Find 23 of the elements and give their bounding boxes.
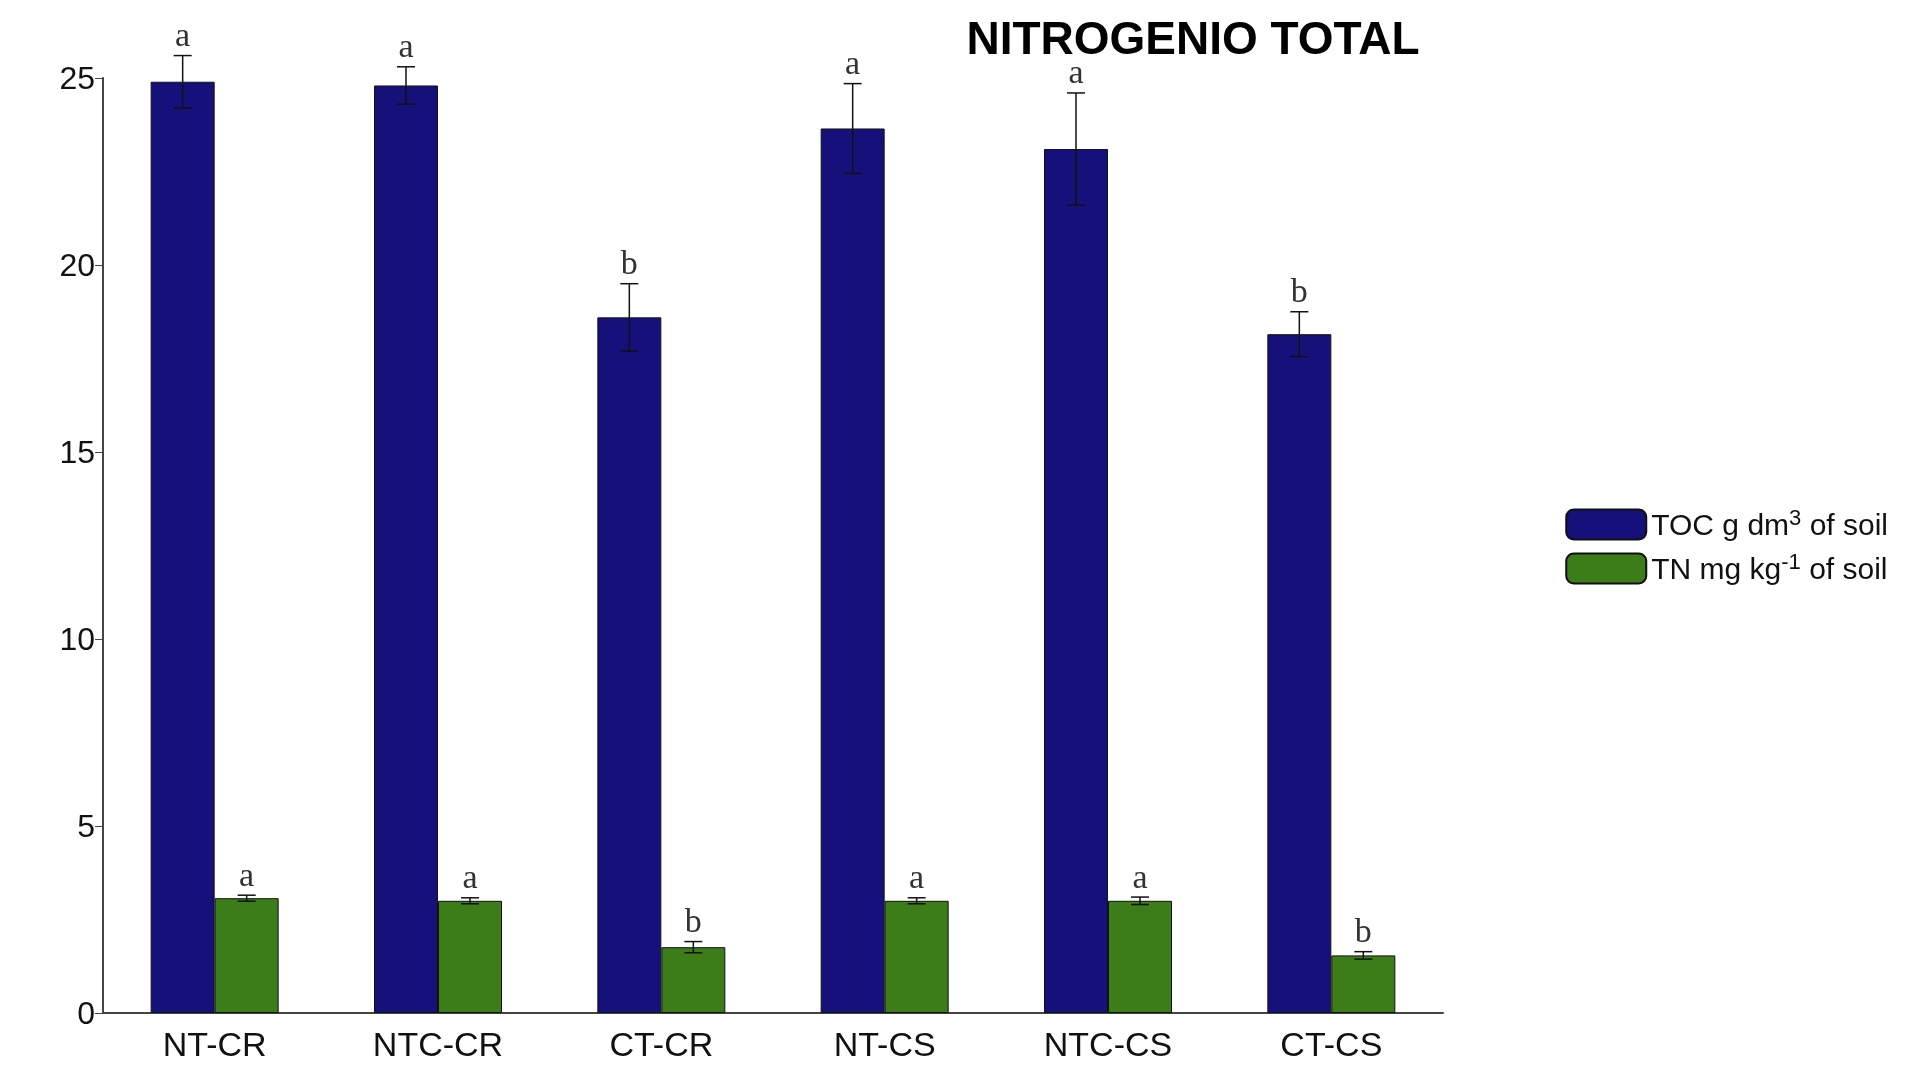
data-label: b [684, 902, 702, 940]
y-tick-label: 25 [59, 60, 95, 96]
x-tick-label: NT-CR [162, 1025, 267, 1063]
y-tick-label: 20 [59, 247, 95, 283]
data-label: b [620, 244, 638, 282]
data-label: a [462, 858, 478, 896]
y-tick-label: 5 [77, 808, 95, 844]
data-label: a [845, 44, 861, 82]
x-tick-label: CT-CR [609, 1025, 714, 1063]
y-tick-label: 0 [77, 995, 95, 1031]
x-tick-label: CT-CS [1280, 1025, 1383, 1063]
y-tick-label: 15 [59, 434, 95, 470]
data-label: b [1354, 912, 1372, 950]
data-label: a [909, 858, 925, 896]
y-tick-label: 10 [59, 621, 95, 657]
data-label: a [239, 855, 255, 893]
x-tick-label: NT-CS [833, 1025, 936, 1063]
data-label: a [1132, 857, 1148, 895]
x-tick-label: NTC-CR [372, 1025, 504, 1063]
data-label: a [398, 27, 414, 65]
x-tick-label: NTC-CS [1043, 1025, 1173, 1063]
data-label: b [1290, 272, 1308, 310]
data-label: a [175, 16, 191, 54]
